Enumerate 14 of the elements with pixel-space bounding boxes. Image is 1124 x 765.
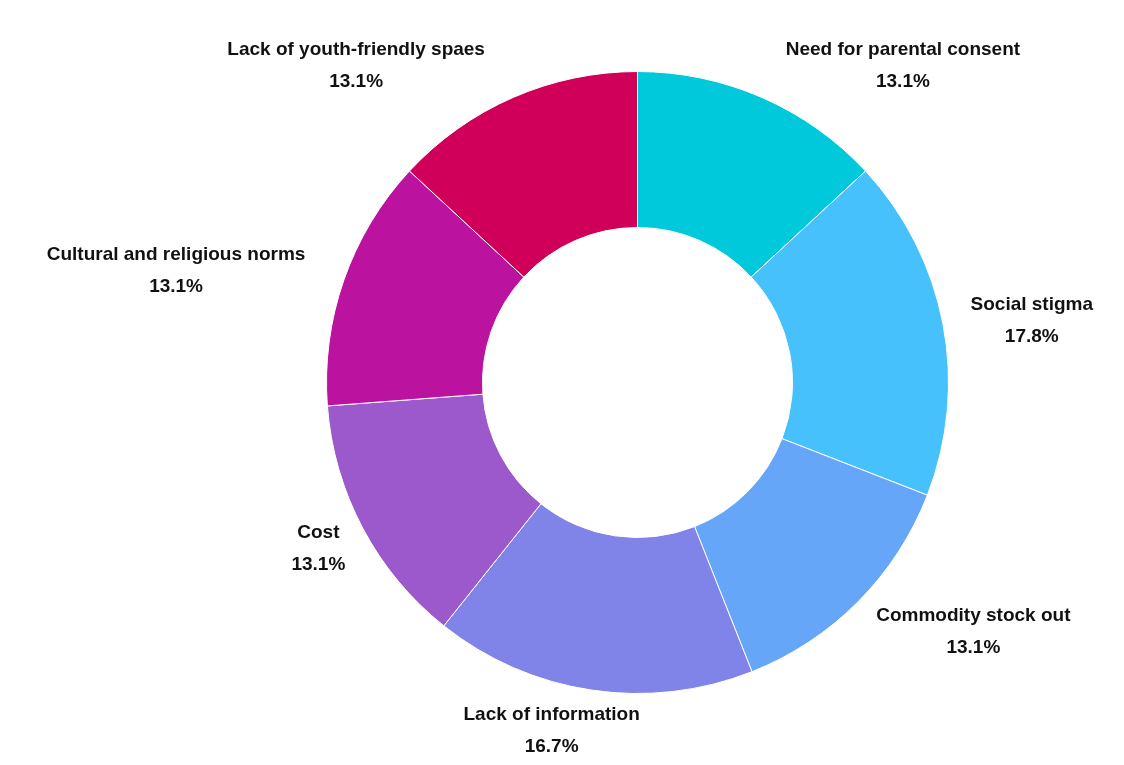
slice-label: Lack of information: [463, 703, 640, 725]
slice-label: Cultural and religious norms: [46, 242, 306, 264]
slice-label: Need for parental consent: [785, 38, 1021, 60]
slice-label: Lack of youth-friendly spaes: [227, 38, 485, 60]
slice-label: Cost: [297, 521, 341, 543]
data-label: 13.1%: [329, 70, 384, 92]
data-label: 17.8%: [1004, 324, 1059, 346]
data-label: 13.1%: [946, 636, 1001, 657]
data-label: 13.1%: [149, 274, 204, 296]
slice-label: Commodity stock out: [876, 604, 1072, 625]
data-label: 16.7%: [524, 735, 579, 757]
data-label: 13.1%: [875, 70, 930, 92]
slice-label: Social stigma: [970, 292, 1094, 314]
data-label: 13.1%: [291, 553, 346, 575]
